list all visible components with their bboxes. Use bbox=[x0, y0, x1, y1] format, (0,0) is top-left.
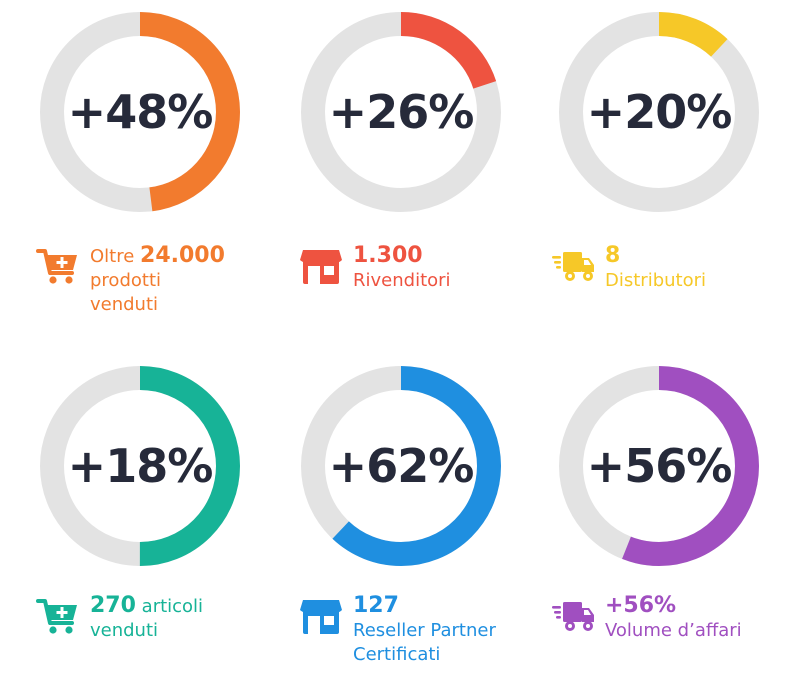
progress-ring: +26% bbox=[301, 12, 501, 212]
donut-chart bbox=[301, 12, 501, 212]
stat-caption: 8 Distributori bbox=[551, 244, 706, 293]
donut-chart bbox=[559, 366, 759, 566]
storefront-icon bbox=[300, 250, 342, 284]
stat-percent: +18% bbox=[67, 439, 214, 493]
progress-ring: +20% bbox=[559, 12, 759, 212]
stat-caption: 270 articoli venduti bbox=[36, 594, 203, 643]
stat-card-items-sold: +18% 270 articoli venduti bbox=[36, 366, 296, 696]
stat-caption: 127 Reseller Partner Certificati bbox=[299, 594, 496, 667]
stat-text: 1.300 Rivenditori bbox=[353, 244, 451, 293]
fast-delivery-truck-icon bbox=[552, 252, 594, 281]
stat-percent: +26% bbox=[328, 85, 475, 139]
stat-caption: Oltre 24.000 prodotti venduti bbox=[36, 244, 225, 317]
stat-caption: +56% Volume d’affari bbox=[551, 594, 742, 643]
donut-chart bbox=[301, 366, 501, 566]
stat-line-2: prodotti bbox=[90, 270, 161, 291]
stat-text: +56% Volume d’affari bbox=[605, 594, 742, 643]
shopping-cart-plus-icon bbox=[36, 249, 77, 284]
stat-card-business-volume: +56% +56% Volume d’affari bbox=[552, 366, 800, 696]
donut-chart bbox=[40, 12, 240, 212]
fast-delivery-truck-icon bbox=[552, 602, 594, 631]
stat-percent: +20% bbox=[586, 85, 733, 139]
ring-progress-arc bbox=[40, 12, 240, 212]
stat-card-distributors: +20% 8 Distributori bbox=[552, 12, 800, 342]
stat-line-2: Volume d’affari bbox=[605, 620, 742, 641]
stat-caption: 1.300 Rivenditori bbox=[299, 244, 451, 293]
stat-line-3: venduti bbox=[90, 294, 159, 315]
stat-percent: +56% bbox=[586, 439, 733, 493]
stat-line-2: Reseller Partner bbox=[353, 620, 496, 641]
ring-progress-arc bbox=[301, 12, 501, 212]
stat-line-2: Rivenditori bbox=[353, 270, 451, 291]
progress-ring: +48% bbox=[40, 12, 240, 212]
ring-progress-arc bbox=[559, 366, 759, 566]
stat-line-2: Distributori bbox=[605, 270, 707, 291]
progress-ring: +18% bbox=[40, 366, 240, 566]
stat-card-products-sold: +48% Oltre 24.000 prodotti venduti bbox=[36, 12, 296, 342]
donut-chart bbox=[559, 12, 759, 212]
stat-line-1: 1.300 bbox=[353, 243, 423, 268]
stat-line-1: +56% bbox=[605, 593, 677, 618]
ring-progress-arc bbox=[301, 366, 501, 566]
stat-text: 8 Distributori bbox=[605, 244, 706, 293]
stat-card-reseller-partners: +62% 127 Reseller Partner Certificati bbox=[297, 366, 557, 696]
stat-card-resellers: +26% 1.300 Rivenditori bbox=[297, 12, 557, 342]
stat-line-1: 8 bbox=[605, 243, 621, 268]
stat-text: 127 Reseller Partner Certificati bbox=[353, 594, 496, 667]
shopping-cart-plus-icon bbox=[36, 599, 77, 634]
ring-progress-arc bbox=[559, 12, 759, 212]
stat-percent: +62% bbox=[328, 439, 475, 493]
stat-line-3: Certificati bbox=[353, 644, 441, 665]
stat-text: Oltre 24.000 prodotti venduti bbox=[90, 244, 225, 317]
stat-line-1: Oltre 24.000 bbox=[90, 243, 225, 268]
progress-ring: +56% bbox=[559, 366, 759, 566]
stat-line-1: 127 bbox=[353, 593, 399, 618]
stat-text: 270 articoli venduti bbox=[90, 594, 203, 643]
stat-percent: +48% bbox=[67, 85, 214, 139]
progress-ring: +62% bbox=[301, 366, 501, 566]
ring-progress-arc bbox=[40, 366, 240, 566]
stat-line-1: 270 articoli bbox=[90, 593, 204, 618]
donut-chart bbox=[40, 366, 240, 566]
storefront-icon bbox=[300, 600, 342, 634]
stat-line-2: venduti bbox=[90, 620, 159, 641]
